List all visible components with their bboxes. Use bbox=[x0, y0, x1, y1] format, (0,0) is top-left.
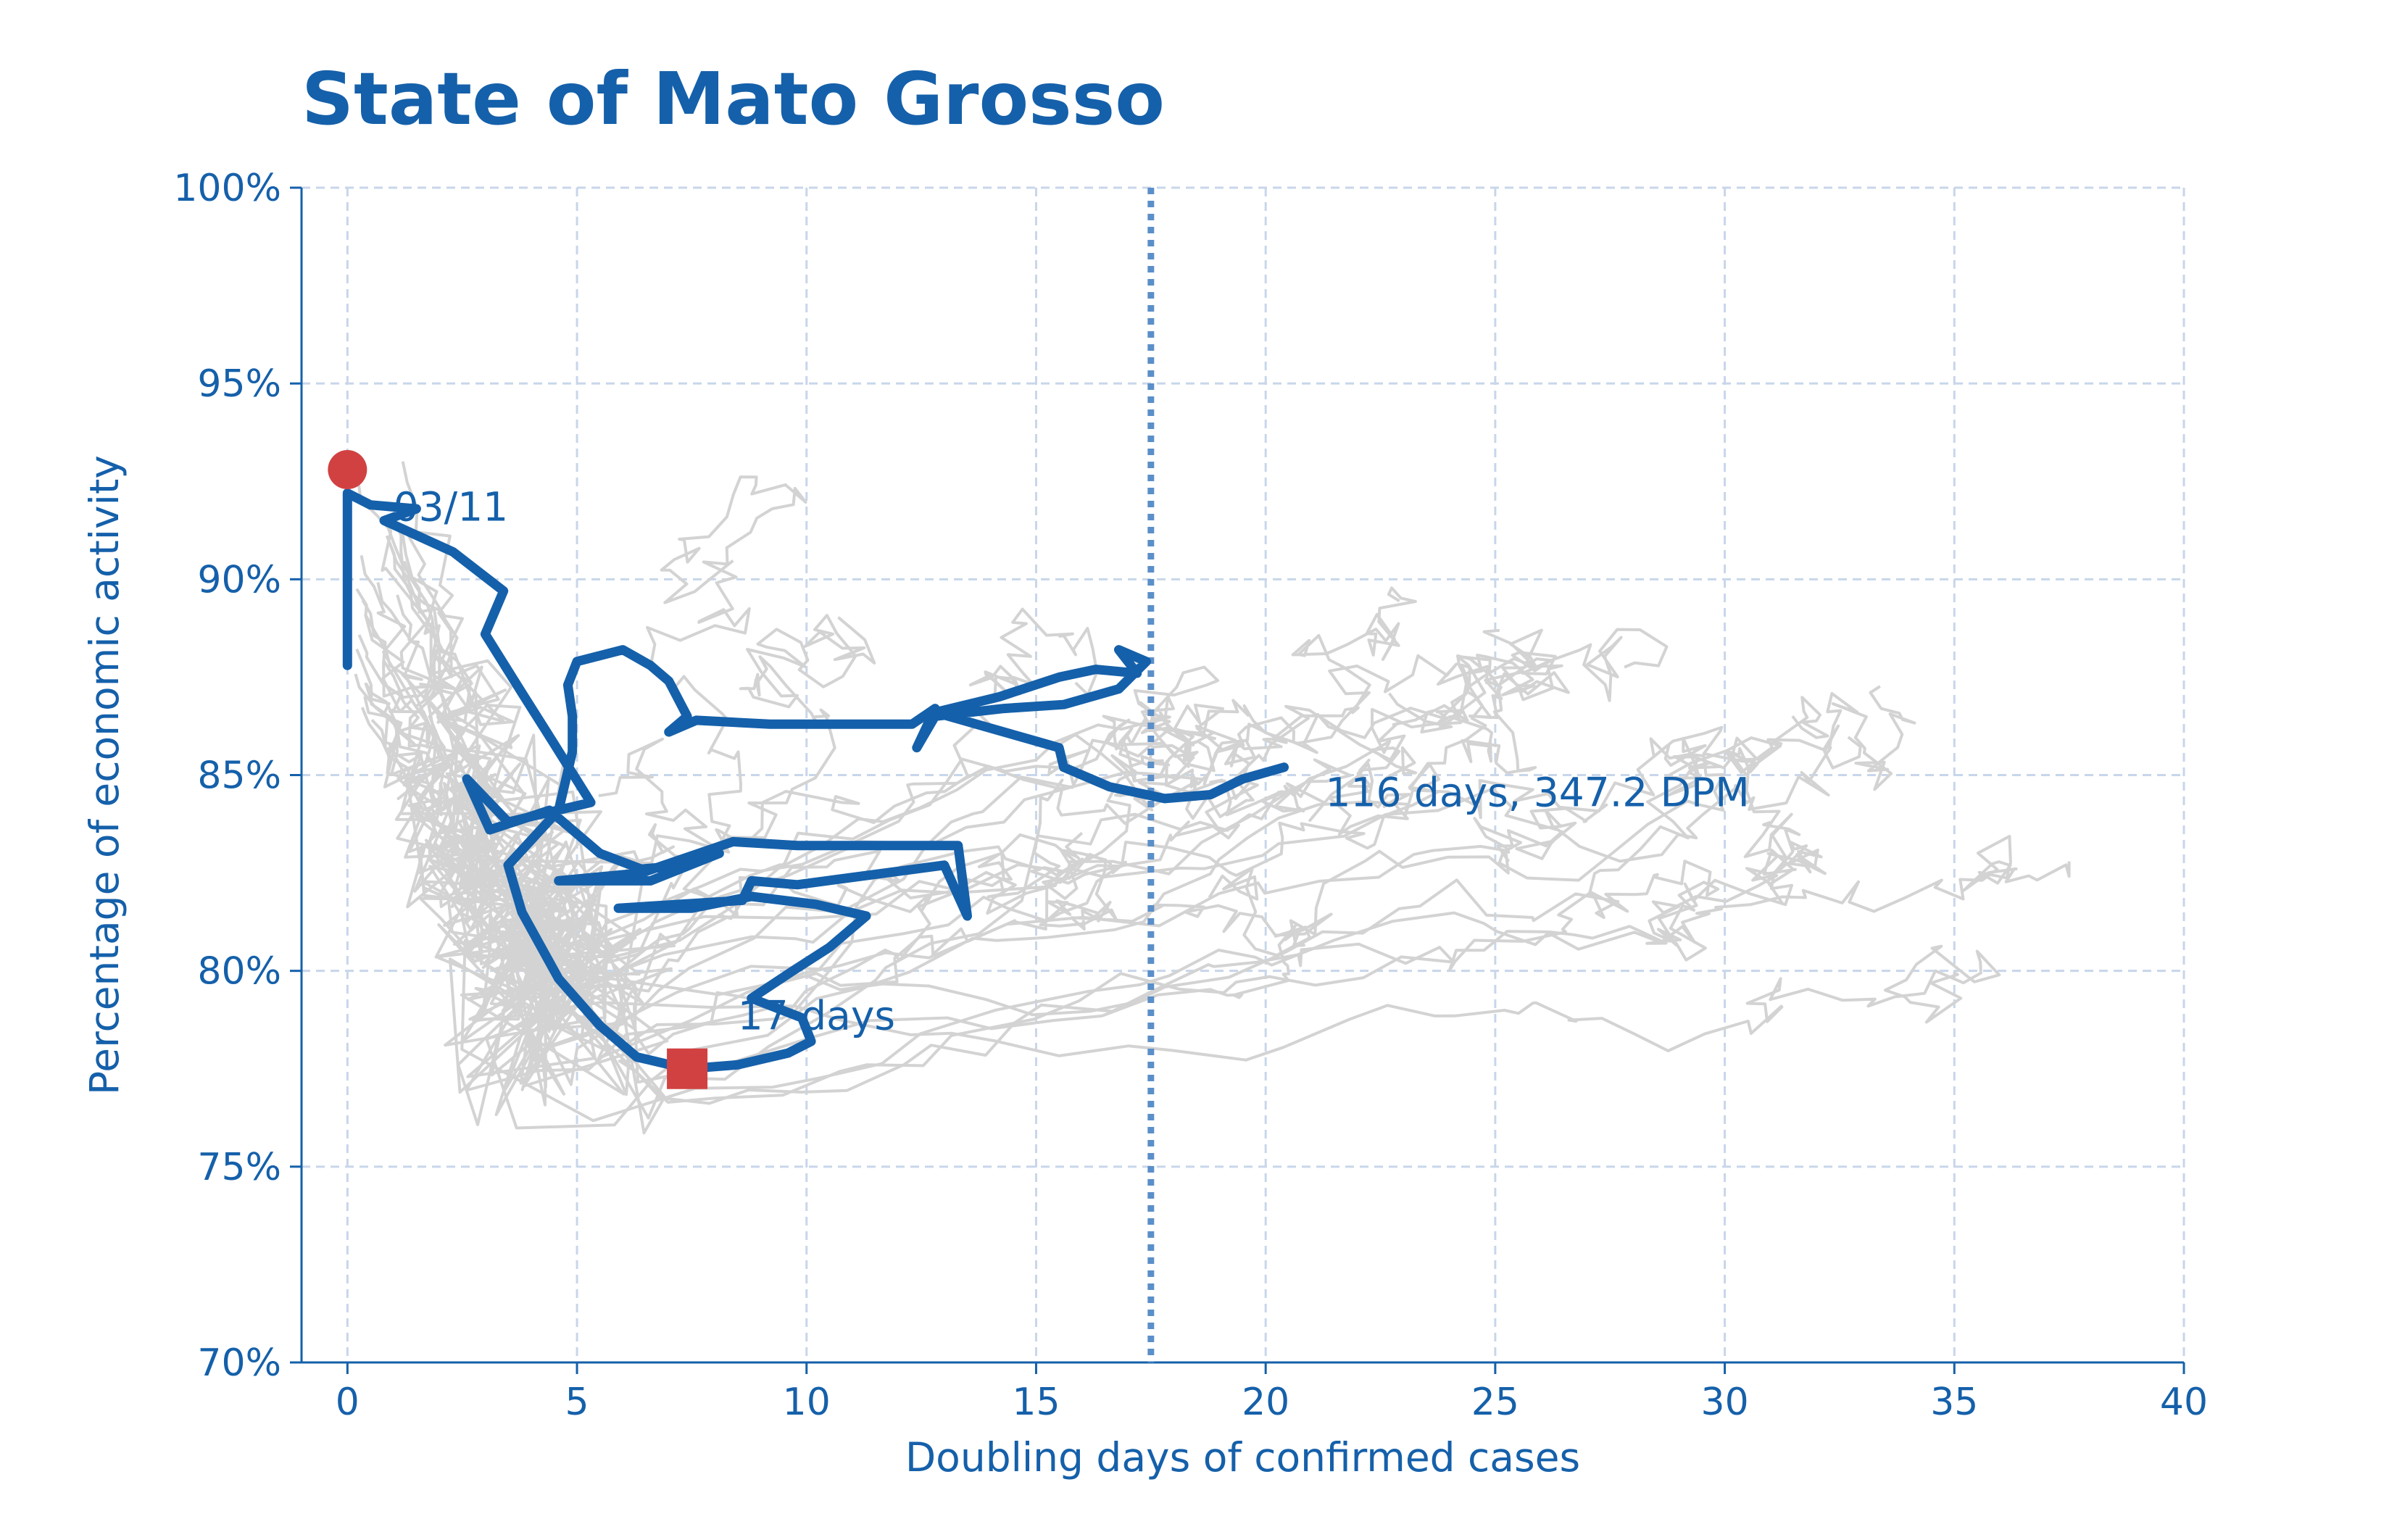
x-tick-label: 0 bbox=[336, 1381, 360, 1424]
x-tick-label: 5 bbox=[565, 1381, 589, 1424]
y-tick-label: 90% bbox=[197, 558, 281, 602]
y-tick-label: 85% bbox=[197, 754, 281, 798]
background-series-line bbox=[362, 707, 2069, 1120]
x-tick-label: 35 bbox=[1930, 1381, 1978, 1424]
annotation-label: 17 days bbox=[738, 993, 895, 1039]
annotation-label: 116 days, 347.2 DPM bbox=[1326, 770, 1750, 816]
y-tick-label: 95% bbox=[197, 362, 281, 406]
x-tick-label: 15 bbox=[1012, 1381, 1060, 1424]
x-tick-label: 25 bbox=[1471, 1381, 1519, 1424]
y-tick-label: 75% bbox=[197, 1146, 281, 1189]
x-tick-label: 20 bbox=[1242, 1381, 1289, 1424]
x-tick-label: 40 bbox=[2160, 1381, 2208, 1424]
annotation-label: 03/11 bbox=[394, 483, 509, 530]
x-tick-label: 10 bbox=[783, 1381, 831, 1424]
x-tick-label: 30 bbox=[1700, 1381, 1748, 1424]
x-axis-label: Doubling days of confirmed cases bbox=[905, 1434, 1580, 1481]
milestone-marker bbox=[667, 1049, 707, 1089]
y-tick-label: 100% bbox=[173, 167, 281, 210]
start-marker bbox=[328, 450, 367, 489]
y-tick-label: 70% bbox=[197, 1341, 281, 1385]
y-axis-label: Percentage of economic activity bbox=[81, 455, 128, 1095]
y-tick-label: 80% bbox=[197, 950, 281, 994]
